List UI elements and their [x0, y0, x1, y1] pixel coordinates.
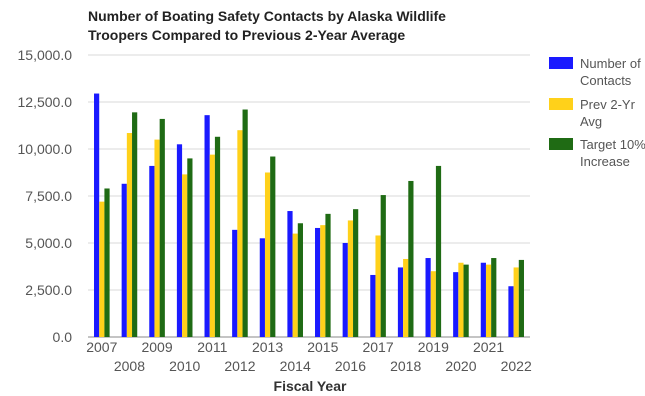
x-tick-label: 2009 — [141, 339, 172, 355]
legend-swatch — [549, 138, 573, 150]
bar — [154, 139, 160, 337]
legend-label: Target 10% — [580, 137, 645, 152]
bar — [458, 262, 464, 337]
bar — [104, 188, 110, 337]
bar — [149, 165, 155, 337]
bar — [453, 272, 459, 337]
bar — [508, 286, 514, 337]
bar — [204, 115, 210, 337]
x-tick-label: 2018 — [390, 358, 421, 374]
bar — [435, 165, 442, 337]
x-axis-tick-labels: 2007 2008 2009 2010 2011 2012 2013 2014 2015 2016… — [86, 339, 532, 374]
bar — [182, 174, 188, 337]
bar — [513, 267, 519, 337]
bars — [94, 93, 524, 338]
legend-label: Increase — [580, 154, 630, 169]
bar — [209, 154, 215, 337]
x-tick-label: 2017 — [362, 339, 393, 355]
bar — [264, 172, 271, 337]
bar — [397, 267, 404, 337]
y-tick-label: 5,000.0 — [25, 235, 72, 251]
x-tick-label: 2016 — [335, 358, 366, 374]
bar — [292, 233, 298, 337]
bar — [232, 229, 238, 337]
chart-title-line-2: Troopers Compared to Previous 2-Year Ave… — [88, 27, 405, 43]
legend-label: Avg — [580, 114, 602, 129]
bar — [259, 238, 265, 337]
bar — [430, 271, 436, 337]
bar — [380, 195, 386, 337]
y-tick-label: 0.0 — [53, 329, 73, 345]
y-tick-label: 10,000.0 — [18, 141, 73, 157]
x-tick-label: 2022 — [501, 358, 532, 374]
y-tick-label: 2,500.0 — [25, 282, 72, 298]
bar — [370, 274, 376, 337]
bar — [287, 211, 293, 337]
bar — [347, 220, 354, 337]
bar — [176, 144, 183, 337]
x-tick-label: 2011 — [197, 339, 227, 355]
bar — [342, 243, 348, 337]
bar — [237, 130, 243, 337]
bar — [94, 93, 100, 337]
bar — [403, 258, 409, 337]
x-tick-label: 2014 — [280, 358, 311, 374]
bar — [132, 112, 138, 337]
bar — [480, 262, 486, 337]
bar — [214, 136, 221, 337]
bar — [353, 209, 359, 337]
bar — [126, 133, 133, 337]
y-tick-label: 7,500.0 — [25, 188, 72, 204]
x-axis-title: Fiscal Year — [274, 378, 347, 394]
y-tick-label: 15,000.0 — [18, 47, 73, 63]
bar — [159, 118, 165, 337]
bar — [425, 258, 431, 337]
x-tick-label: 2008 — [114, 358, 145, 374]
legend-swatch — [549, 57, 573, 69]
legend-swatch — [549, 98, 573, 110]
bar — [270, 156, 276, 337]
x-tick-label: 2010 — [169, 358, 200, 374]
legend: Number of Contacts Prev 2-Yr Avg Target 10% I… — [549, 56, 645, 169]
x-tick-label: 2021 — [473, 339, 504, 355]
bar — [408, 180, 414, 337]
bar — [297, 223, 303, 337]
legend-label: Contacts — [580, 73, 632, 88]
legend-label: Prev 2-Yr — [580, 97, 636, 112]
bar — [325, 213, 331, 337]
y-tick-label: 12,500.0 — [18, 94, 73, 110]
bar — [99, 201, 105, 337]
x-tick-label: 2007 — [86, 339, 117, 355]
bar — [485, 264, 492, 337]
bar — [315, 227, 321, 337]
y-axis-tick-labels: 0.0 2,500.0 5,000.0 7,500.0 10,000.0 12,500.0… — [18, 47, 73, 345]
bar — [491, 258, 497, 337]
x-tick-label: 2012 — [224, 358, 255, 374]
legend-label: Number of — [580, 56, 641, 71]
bar — [463, 264, 469, 337]
bar — [242, 109, 248, 338]
bar — [121, 183, 127, 337]
x-tick-label: 2020 — [445, 358, 476, 374]
x-tick-label: 2013 — [252, 339, 283, 355]
bar — [320, 225, 326, 337]
x-tick-label: 2019 — [418, 339, 449, 355]
bar — [518, 259, 524, 337]
x-tick-label: 2015 — [307, 339, 338, 355]
bar — [187, 158, 193, 337]
chart-title-line-1: Number of Boating Safety Contacts by Ala… — [88, 8, 446, 24]
bar — [375, 235, 381, 337]
